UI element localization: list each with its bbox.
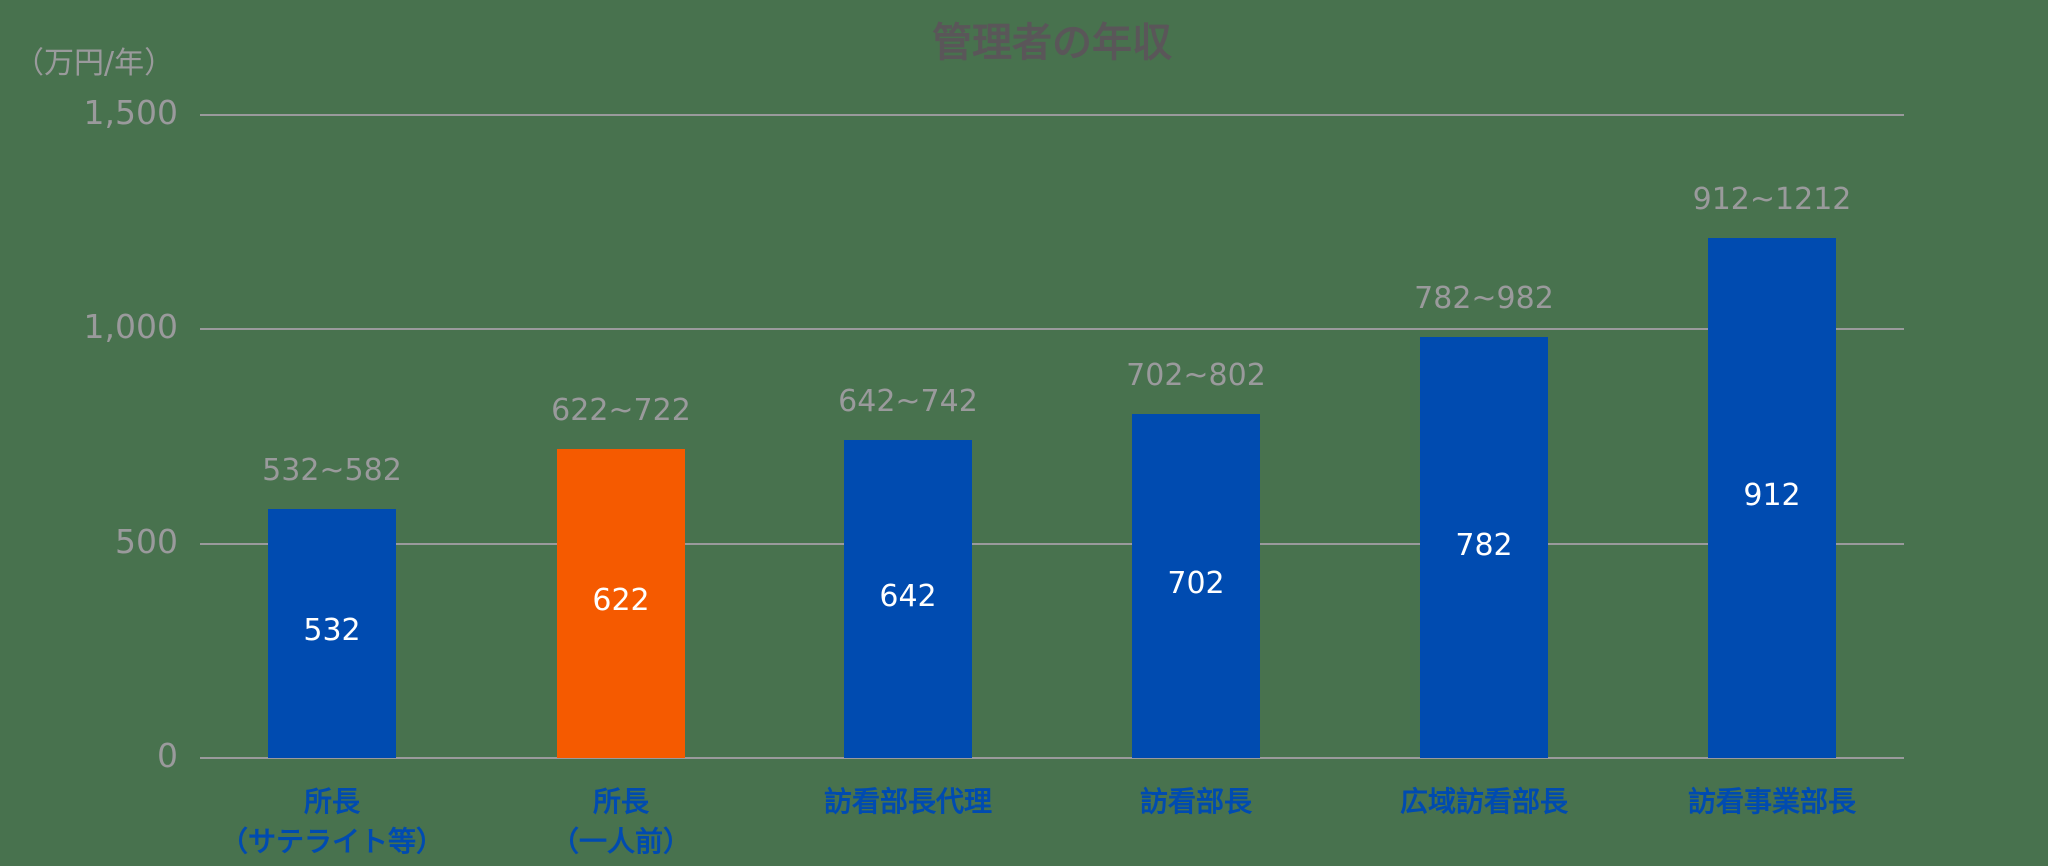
category-label: 訪看事業部長 [1622, 782, 1922, 822]
category-label-line: 訪看事業部長 [1687, 785, 1856, 818]
range-label: 912~1212 [1692, 182, 1852, 218]
category-label: 訪看部長代理 [758, 782, 1058, 822]
bar-value-label: 622 [592, 583, 650, 619]
bar-value-label: 532 [303, 613, 361, 649]
range-label: 702~802 [1126, 358, 1266, 394]
category-label: 訪看部長 [1046, 782, 1346, 822]
bar-value-label: 702 [1167, 566, 1225, 602]
range-label: 532~582 [262, 452, 402, 488]
range-label: 782~982 [1414, 281, 1554, 317]
category-label: 所長 （サテライト等） [182, 782, 482, 862]
category-label-line: 広域訪看部長 [1399, 785, 1568, 818]
y-tick-label: 500 [115, 521, 178, 561]
range-label: 642~742 [838, 383, 978, 419]
category-label-line: （サテライト等） [219, 825, 444, 858]
y-tick-label: 1,500 [83, 93, 178, 132]
bar [268, 508, 396, 758]
y-axis-unit-label: （万円/年） [14, 46, 175, 81]
bar-value-label: 912 [1743, 478, 1801, 514]
bar [557, 448, 685, 758]
bar [1420, 337, 1548, 758]
bar [1708, 238, 1836, 758]
category-label-line: 訪看部長代理 [823, 785, 992, 818]
gridline [200, 542, 1904, 545]
category-label: 広域訪看部長 [1334, 782, 1634, 822]
category-label-line: 訪看部長 [1139, 785, 1252, 818]
chart-title: 管理者の年収 [932, 20, 1172, 66]
y-tick-label: 1,000 [83, 307, 178, 347]
bar-value-label: 642 [879, 578, 937, 614]
bar [1132, 414, 1260, 758]
category-label-line: 所長 [592, 785, 649, 818]
category-label: 所長 （一人前） [471, 782, 771, 862]
gridline [200, 757, 1904, 759]
category-label-line: （一人前） [550, 825, 691, 858]
category-label-line: 所長 [303, 785, 360, 818]
gridline [200, 328, 1904, 331]
range-label: 622~722 [551, 392, 691, 428]
bar-value-label: 782 [1455, 527, 1513, 563]
gridline [200, 114, 1904, 116]
bar [844, 439, 972, 758]
y-tick-label: 0 [157, 736, 178, 775]
